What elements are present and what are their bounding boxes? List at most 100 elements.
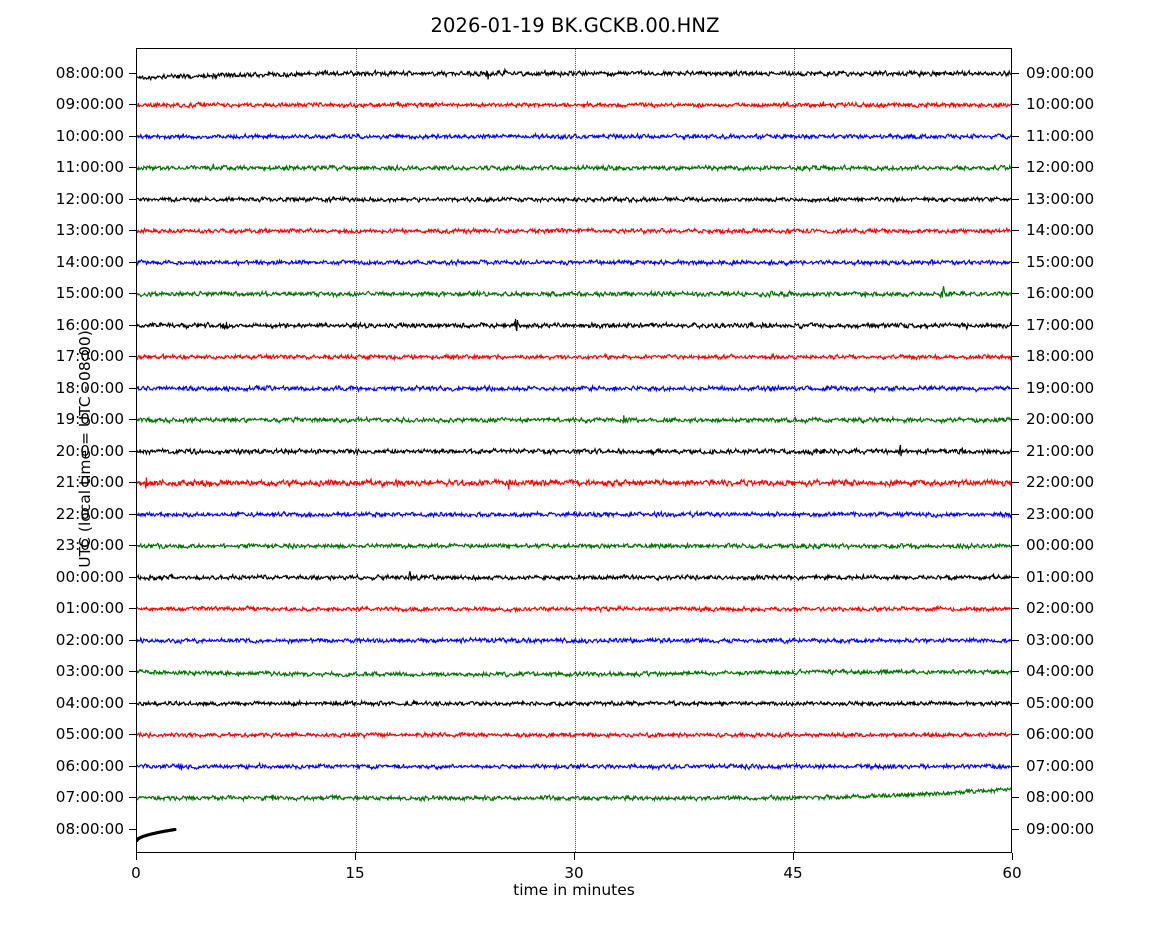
y-tick-label-right-10: 19:00:00 bbox=[1026, 378, 1095, 397]
y-tick-label-right-18: 03:00:00 bbox=[1026, 630, 1095, 649]
y-tick-label-right-6: 15:00:00 bbox=[1026, 252, 1095, 271]
y-tick-mark-right-4 bbox=[1012, 198, 1019, 200]
y-tick-mark-right-7 bbox=[1012, 293, 1019, 294]
y-tick-mark-left-23 bbox=[129, 797, 136, 798]
y-tick-mark-right-23 bbox=[1012, 797, 1019, 798]
y-tick-mark-right-11 bbox=[1012, 419, 1019, 420]
y-tick-mark-left-8 bbox=[129, 324, 136, 326]
y-tick-mark-left-9 bbox=[129, 356, 136, 357]
x-tick-mark-3 bbox=[793, 853, 794, 860]
y-tick-mark-left-20 bbox=[129, 702, 136, 704]
y-tick-label-right-11: 20:00:00 bbox=[1026, 410, 1095, 428]
y-tick-label-right-23: 08:00:00 bbox=[1026, 788, 1095, 806]
x-tick-label-4: 60 bbox=[1002, 864, 1022, 882]
y-tick-mark-left-18 bbox=[129, 639, 136, 641]
y-tick-mark-right-16 bbox=[1012, 576, 1019, 578]
x-tick-label-2: 30 bbox=[564, 864, 584, 882]
x-tick-label-0: 0 bbox=[131, 864, 141, 882]
y-tick-label-right-0: 09:00:00 bbox=[1026, 63, 1095, 82]
y-tick-label-left-17: 01:00:00 bbox=[55, 599, 124, 617]
y-tick-label-right-4: 13:00:00 bbox=[1026, 189, 1095, 208]
gridline-15 bbox=[356, 49, 357, 852]
y-tick-label-left-23: 07:00:00 bbox=[55, 788, 124, 806]
y-tick-mark-left-10 bbox=[129, 387, 136, 389]
y-tick-mark-left-24 bbox=[129, 828, 136, 830]
y-tick-mark-left-2 bbox=[129, 135, 136, 137]
y-tick-label-right-5: 14:00:00 bbox=[1026, 221, 1095, 239]
y-tick-label-left-22: 06:00:00 bbox=[55, 756, 124, 775]
y-tick-mark-left-15 bbox=[129, 545, 136, 546]
y-tick-mark-right-24 bbox=[1012, 828, 1019, 830]
y-tick-mark-right-22 bbox=[1012, 765, 1019, 767]
y-tick-label-right-24: 09:00:00 bbox=[1026, 819, 1095, 838]
x-tick-mark-2 bbox=[574, 853, 575, 860]
y-tick-label-left-5: 13:00:00 bbox=[55, 221, 124, 239]
y-tick-label-left-8: 16:00:00 bbox=[55, 315, 124, 334]
y-tick-mark-left-1 bbox=[129, 104, 136, 105]
y-tick-mark-right-14 bbox=[1012, 513, 1019, 515]
y-tick-mark-right-12 bbox=[1012, 450, 1019, 452]
y-tick-mark-left-11 bbox=[129, 419, 136, 420]
y-tick-mark-left-14 bbox=[129, 513, 136, 515]
gridline-45 bbox=[794, 49, 795, 852]
x-tick-mark-4 bbox=[1012, 853, 1013, 860]
y-tick-label-right-3: 12:00:00 bbox=[1026, 158, 1095, 176]
y-tick-mark-right-0 bbox=[1012, 72, 1019, 74]
y-tick-label-left-21: 05:00:00 bbox=[55, 725, 124, 743]
y-tick-label-right-1: 10:00:00 bbox=[1026, 95, 1095, 113]
y-tick-label-right-14: 23:00:00 bbox=[1026, 504, 1095, 523]
y-tick-label-left-12: 20:00:00 bbox=[55, 441, 124, 460]
trace-080000 bbox=[137, 827, 177, 843]
y-tick-mark-right-18 bbox=[1012, 639, 1019, 641]
y-tick-label-left-4: 12:00:00 bbox=[55, 189, 124, 208]
x-tick-label-3: 45 bbox=[783, 864, 803, 882]
y-tick-label-right-9: 18:00:00 bbox=[1026, 347, 1095, 365]
x-tick-label-1: 15 bbox=[345, 864, 365, 882]
y-tick-mark-right-3 bbox=[1012, 167, 1019, 168]
y-tick-mark-right-1 bbox=[1012, 104, 1019, 105]
y-tick-label-right-13: 22:00:00 bbox=[1026, 473, 1095, 491]
y-tick-mark-left-0 bbox=[129, 72, 136, 74]
y-tick-label-right-16: 01:00:00 bbox=[1026, 567, 1095, 586]
y-tick-label-left-9: 17:00:00 bbox=[55, 347, 124, 365]
y-tick-label-right-20: 05:00:00 bbox=[1026, 693, 1095, 712]
y-tick-mark-left-19 bbox=[129, 671, 136, 672]
gridline-30 bbox=[575, 49, 576, 852]
y-tick-mark-left-13 bbox=[129, 482, 136, 483]
y-tick-label-right-21: 06:00:00 bbox=[1026, 725, 1095, 743]
y-tick-label-right-17: 02:00:00 bbox=[1026, 599, 1095, 617]
y-tick-label-left-10: 18:00:00 bbox=[55, 378, 124, 397]
page-title: 2026-01-19 BK.GCKB.00.HNZ bbox=[430, 14, 720, 37]
y-tick-label-left-3: 11:00:00 bbox=[55, 158, 124, 176]
y-tick-label-left-16: 00:00:00 bbox=[55, 567, 124, 586]
y-tick-mark-right-13 bbox=[1012, 482, 1019, 483]
x-axis-title: time in minutes bbox=[513, 881, 635, 899]
y-tick-mark-right-20 bbox=[1012, 702, 1019, 704]
y-tick-label-right-2: 11:00:00 bbox=[1026, 126, 1095, 145]
y-tick-label-left-1: 09:00:00 bbox=[55, 95, 124, 113]
y-tick-label-left-14: 22:00:00 bbox=[55, 504, 124, 523]
y-tick-mark-left-3 bbox=[129, 167, 136, 168]
y-tick-mark-left-6 bbox=[129, 261, 136, 263]
y-tick-mark-right-15 bbox=[1012, 545, 1019, 546]
y-tick-label-left-7: 15:00:00 bbox=[55, 284, 124, 302]
y-tick-label-left-6: 14:00:00 bbox=[55, 252, 124, 271]
y-tick-label-right-15: 00:00:00 bbox=[1026, 536, 1095, 554]
y-tick-label-left-13: 21:00:00 bbox=[55, 473, 124, 491]
y-tick-label-right-8: 17:00:00 bbox=[1026, 315, 1095, 334]
y-tick-label-left-15: 23:00:00 bbox=[55, 536, 124, 554]
y-tick-mark-left-7 bbox=[129, 293, 136, 294]
y-axis-title: UTC (local time = UTC - 08:00) bbox=[76, 330, 94, 568]
y-tick-mark-left-17 bbox=[129, 608, 136, 609]
y-tick-mark-right-9 bbox=[1012, 356, 1019, 357]
y-tick-label-left-11: 19:00:00 bbox=[55, 410, 124, 428]
y-tick-mark-right-8 bbox=[1012, 324, 1019, 326]
y-tick-mark-right-17 bbox=[1012, 608, 1019, 609]
y-tick-label-left-2: 10:00:00 bbox=[55, 126, 124, 145]
y-tick-mark-right-10 bbox=[1012, 387, 1019, 389]
y-tick-mark-right-19 bbox=[1012, 671, 1019, 672]
y-tick-mark-left-21 bbox=[129, 734, 136, 735]
y-tick-label-right-22: 07:00:00 bbox=[1026, 756, 1095, 775]
y-tick-mark-left-16 bbox=[129, 576, 136, 578]
plot-area bbox=[136, 48, 1012, 853]
